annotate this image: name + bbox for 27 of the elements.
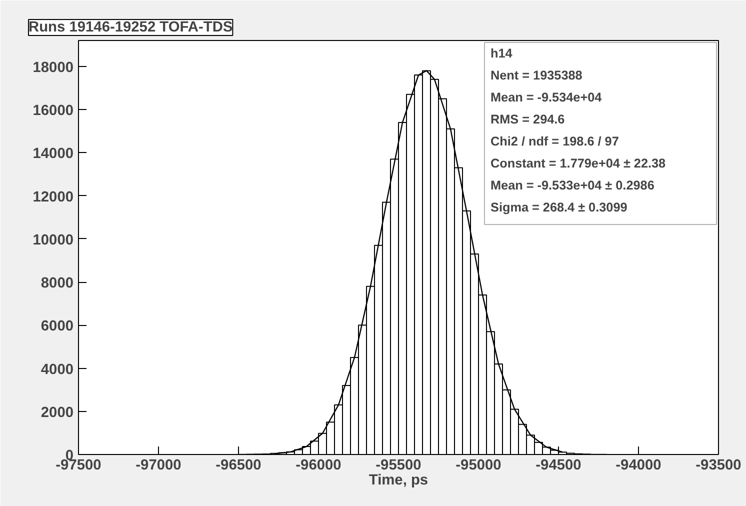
annotation: Nent = 1935388 [490,68,582,82]
annotation: Constant = 1.779e+04 ± 22.38 [490,156,666,170]
y-tick-label: 6000 [40,318,74,335]
x-tick-label: -95500 [376,458,422,474]
annotation: Sigma = 268.4 ± 0.3099 [490,200,628,214]
y-tick-label: 4000 [40,362,74,378]
x-tick-label: -93500 [696,458,742,474]
x-tick-label: -96000 [296,458,342,474]
annotation: Mean = -9.534e+04 [490,90,602,104]
chart-title: Runs 19146-19252 TOFA-TDS [28,20,233,36]
x-tick-label: -94000 [616,458,662,474]
y-tick-label: 16000 [32,103,74,119]
x-axis-title: Time, ps [368,472,428,488]
y-tick-label: 8000 [40,276,74,292]
annotation: Mean = -9.533e+04 ± 0.2986 [490,178,654,192]
annotation: RMS = 294.6 [490,112,565,126]
y-tick-label: 18000 [32,60,74,76]
y-tick-label: 2000 [40,404,74,421]
x-tick-label: -96500 [216,458,262,474]
x-tick-label: -94500 [536,458,582,474]
y-tick-label: 14000 [32,146,74,162]
annotation: h14 [490,46,512,60]
y-tick-label: 10000 [32,232,74,248]
annotation: Chi2 / ndf = 198.6 / 97 [490,134,619,148]
x-tick-label: -97000 [136,458,182,474]
y-tick-label: 12000 [32,189,74,206]
x-tick-label: -95000 [456,458,502,474]
